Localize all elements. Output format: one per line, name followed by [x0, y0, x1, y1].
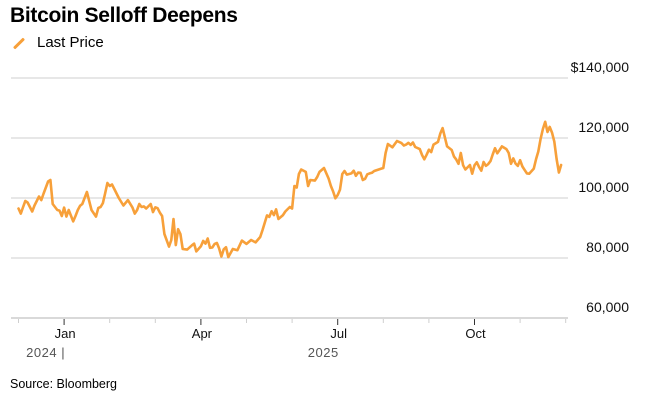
source-note: Source: Bloomberg	[10, 377, 118, 391]
x-axis: Jan Apr Jul Oct 2024 | 2025	[18, 319, 567, 360]
x-year-label: 2024 |	[26, 345, 65, 360]
legend: Last Price	[10, 34, 104, 51]
series-layer	[17, 120, 563, 259]
chart-title: Bitcoin Selloff Deepens	[10, 4, 238, 27]
x-tick-label: Jan	[55, 326, 76, 341]
y-tick-label: 80,000	[586, 239, 629, 255]
y-axis-labels: $140,000 120,000 100,000 80,000 60,000	[571, 59, 630, 315]
y-tick-label: 120,000	[578, 119, 629, 135]
x-tick-label: Oct	[465, 326, 486, 341]
x-tick-label: Apr	[192, 326, 213, 341]
y-tick-label: 60,000	[586, 299, 629, 315]
gridlines	[11, 77, 568, 319]
y-tick-label: 100,000	[578, 179, 629, 195]
x-year-label: 2025	[308, 345, 339, 360]
legend-label: Last Price	[37, 34, 104, 51]
y-tick-label: $140,000	[571, 59, 630, 75]
x-tick-label: Jul	[330, 326, 347, 341]
series-line-last-price	[17, 120, 563, 259]
